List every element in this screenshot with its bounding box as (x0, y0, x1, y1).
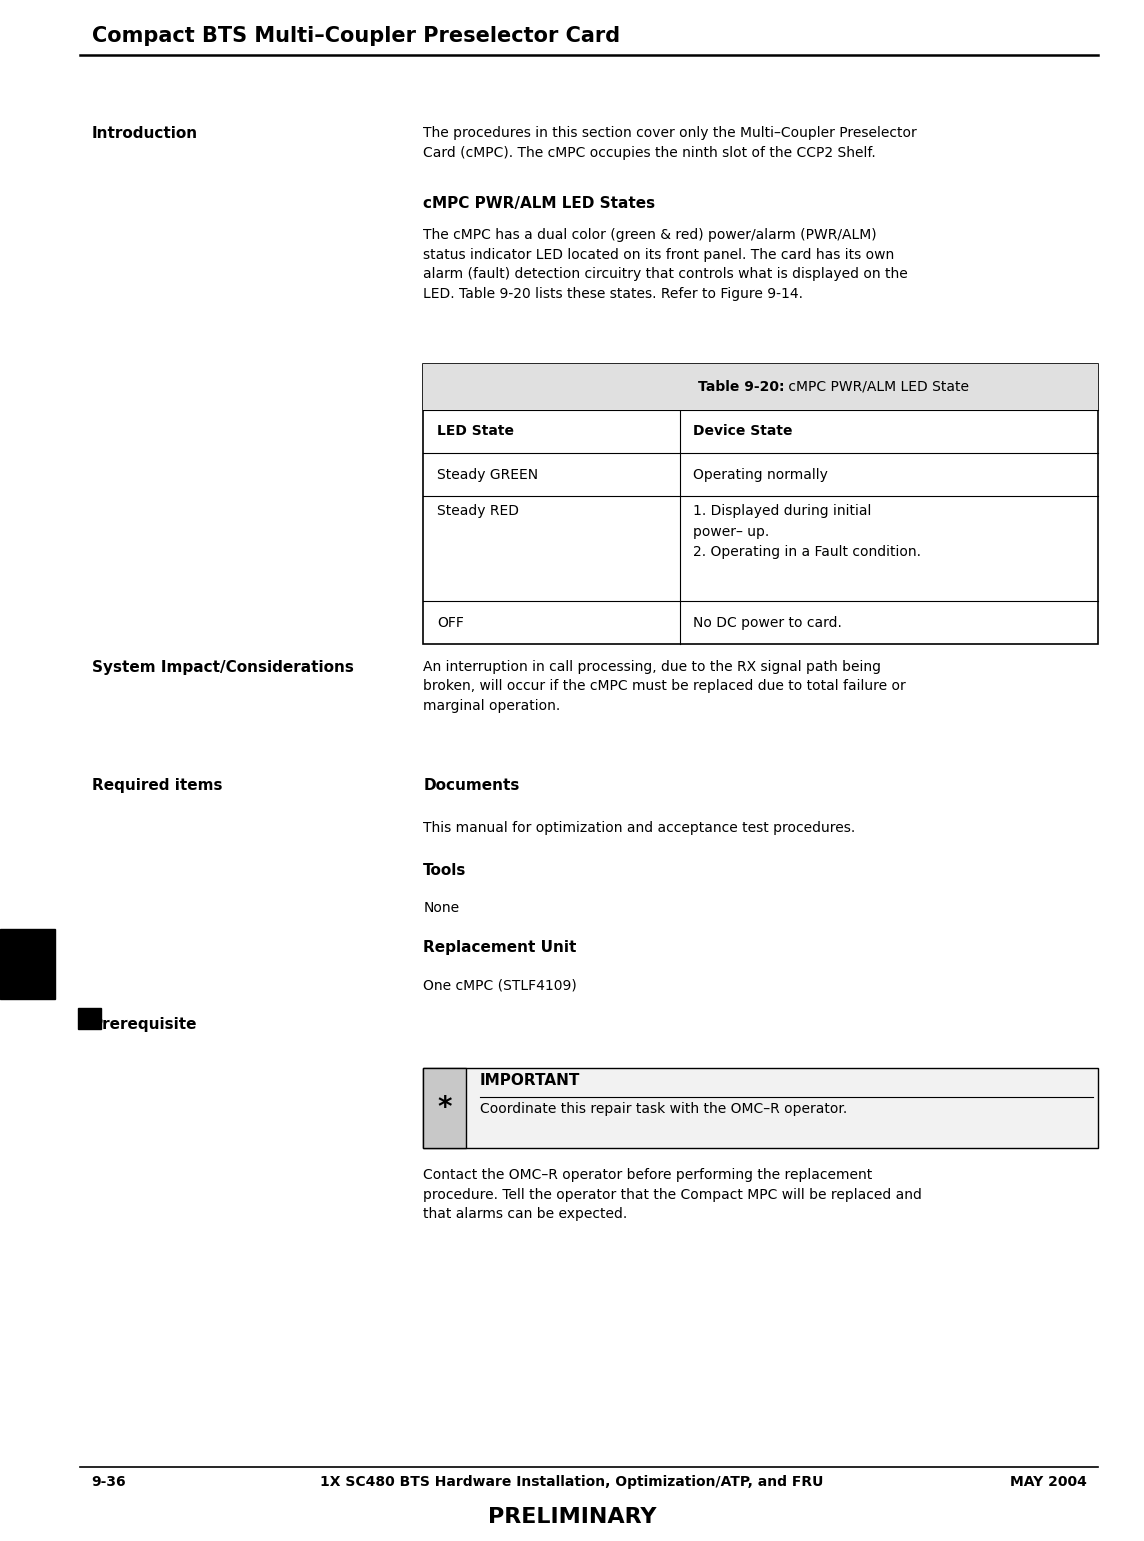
Text: LED State: LED State (437, 424, 514, 439)
Text: The procedures in this section cover only the Multi–Coupler Preselector
Card (cM: The procedures in this section cover onl… (423, 126, 917, 160)
Text: 9-36: 9-36 (92, 1475, 126, 1489)
Text: cMPC PWR/ALM LED States: cMPC PWR/ALM LED States (423, 196, 656, 211)
Text: An interruption in call processing, due to the RX signal path being
broken, will: An interruption in call processing, due … (423, 660, 906, 712)
Text: OFF: OFF (437, 615, 463, 630)
Text: 9: 9 (21, 954, 34, 972)
Text: System Impact/Considerations: System Impact/Considerations (92, 660, 353, 675)
FancyBboxPatch shape (423, 1068, 466, 1148)
Text: Coordinate this repair task with the OMC–R operator.: Coordinate this repair task with the OMC… (479, 1102, 847, 1116)
Text: cMPC PWR/ALM LED State: cMPC PWR/ALM LED State (784, 379, 969, 394)
Text: Operating normally: Operating normally (693, 467, 828, 482)
Text: 1. Displayed during initial
power– up.
2. Operating in a Fault condition.: 1. Displayed during initial power– up. 2… (693, 504, 922, 559)
Text: IMPORTANT: IMPORTANT (479, 1073, 580, 1088)
Text: This manual for optimization and acceptance test procedures.: This manual for optimization and accepta… (423, 821, 856, 835)
Text: Steady RED: Steady RED (437, 504, 519, 518)
Text: Steady GREEN: Steady GREEN (437, 467, 538, 482)
Text: Replacement Unit: Replacement Unit (423, 940, 577, 955)
FancyBboxPatch shape (423, 1068, 1098, 1148)
Text: Introduction: Introduction (92, 126, 198, 142)
Text: Table 9-20:: Table 9-20: (698, 379, 785, 394)
Text: Tools: Tools (423, 863, 467, 878)
Text: Prerequisite: Prerequisite (92, 1017, 197, 1032)
Text: Contact the OMC–R operator before performing the replacement
procedure. Tell the: Contact the OMC–R operator before perfor… (423, 1168, 922, 1220)
Text: Documents: Documents (423, 778, 519, 794)
Text: Required items: Required items (92, 778, 222, 794)
Text: Device State: Device State (693, 424, 793, 439)
Text: One cMPC (STLF4109): One cMPC (STLF4109) (423, 979, 577, 992)
Text: Compact BTS Multi–Coupler Preselector Card: Compact BTS Multi–Coupler Preselector Ca… (92, 26, 620, 46)
FancyBboxPatch shape (423, 364, 1098, 410)
Text: 1X SC480 BTS Hardware Installation, Optimization/ATP, and FRU: 1X SC480 BTS Hardware Installation, Opti… (320, 1475, 824, 1489)
FancyBboxPatch shape (78, 1008, 101, 1029)
Text: The cMPC has a dual color (green & red) power/alarm (PWR/ALM)
status indicator L: The cMPC has a dual color (green & red) … (423, 228, 908, 300)
Text: *: * (437, 1094, 452, 1122)
Text: MAY 2004: MAY 2004 (1010, 1475, 1087, 1489)
Text: PRELIMINARY: PRELIMINARY (487, 1507, 657, 1527)
FancyBboxPatch shape (0, 929, 55, 999)
Text: None: None (423, 901, 460, 915)
Text: No DC power to card.: No DC power to card. (693, 615, 842, 630)
FancyBboxPatch shape (423, 364, 1098, 644)
